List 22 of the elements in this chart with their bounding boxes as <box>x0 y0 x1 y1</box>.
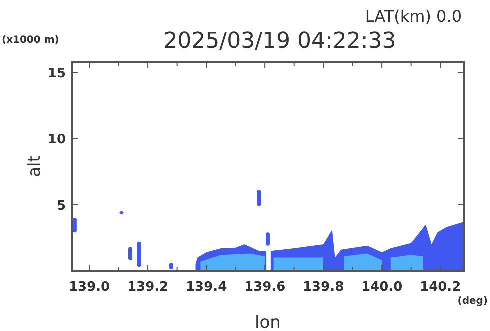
bar <box>137 242 142 268</box>
x-tick-label: 140.2 <box>420 280 462 295</box>
bar <box>266 232 270 246</box>
text: (deg) <box>458 296 488 307</box>
y-tick-label: 5 <box>56 198 66 214</box>
x-tick-label: 139.2 <box>127 280 169 295</box>
y-axis-title: alt <box>25 155 45 178</box>
x-tick-label: 140.0 <box>362 280 403 295</box>
bar <box>257 190 262 206</box>
bar <box>72 218 77 233</box>
x-axis-title: lon <box>255 313 281 331</box>
chart-title: 2025/03/19 04:22:33 <box>164 29 396 54</box>
y-tick-label: 10 <box>48 132 66 148</box>
chart-subtitle: LAT(km) 0.0 <box>365 7 462 26</box>
bar <box>169 263 174 270</box>
x-tick-label: 139.6 <box>244 280 286 295</box>
text: (x1000 m) <box>2 35 60 46</box>
x-tick-label: 139.0 <box>68 280 110 295</box>
x-tick-label: 139.4 <box>186 280 228 295</box>
bar <box>128 247 133 260</box>
x-tick-label: 139.8 <box>303 280 344 295</box>
y-tick-label: 15 <box>48 66 66 82</box>
